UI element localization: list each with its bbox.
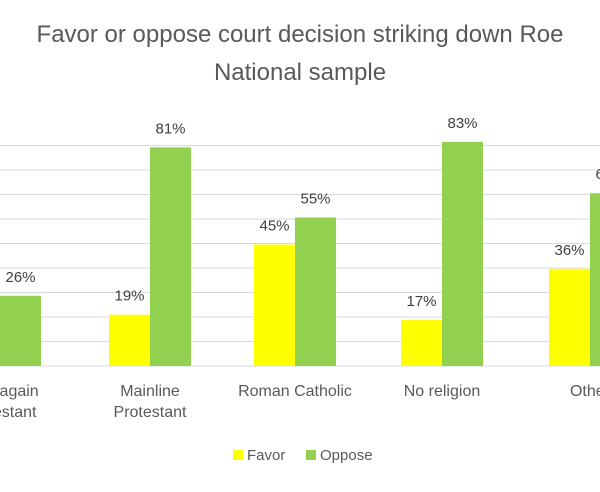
favor-bar [549,268,590,366]
category-label: No religion [404,383,480,400]
category-label: Roman Catholic [238,383,352,400]
favor-bar [254,244,295,366]
oppose-bar [590,193,600,366]
category-label: Protestant [0,404,37,421]
category-label: Protestant [114,404,187,421]
oppose-legend-swatch [306,450,316,460]
oppose-legend-label: Oppose [320,447,373,464]
favor-bar [109,314,150,366]
legend: Favor Oppose [233,447,373,464]
category-label: Mainline [120,383,180,400]
data-label: 64% [595,166,600,183]
oppose-bar [295,217,336,366]
favor-legend-swatch [233,450,243,460]
data-label: 55% [300,191,330,208]
chart-subtitle: National sample [214,59,386,86]
data-labels: 74%26%19%81%45%55%17%83%36%64% [5,115,600,310]
data-label: 17% [406,293,436,310]
data-label: 36% [554,242,584,259]
category-label: Born again [0,383,39,400]
favor-legend-label: Favor [247,447,285,464]
data-label: 83% [447,115,477,132]
oppose-bar [442,141,483,366]
category-labels: Born again Protestant Mainline Protestant Ro… [0,383,600,421]
data-label: 45% [259,218,289,235]
oppose-bar [0,295,41,366]
oppose-bar [150,147,191,366]
category-label: Other [570,383,600,400]
data-label: 19% [114,288,144,305]
favor-bar [401,320,442,366]
data-label: 26% [5,269,35,286]
data-label: 81% [155,120,185,137]
bars [0,141,600,366]
chart-title: Favor or oppose court decision striking … [37,21,564,48]
